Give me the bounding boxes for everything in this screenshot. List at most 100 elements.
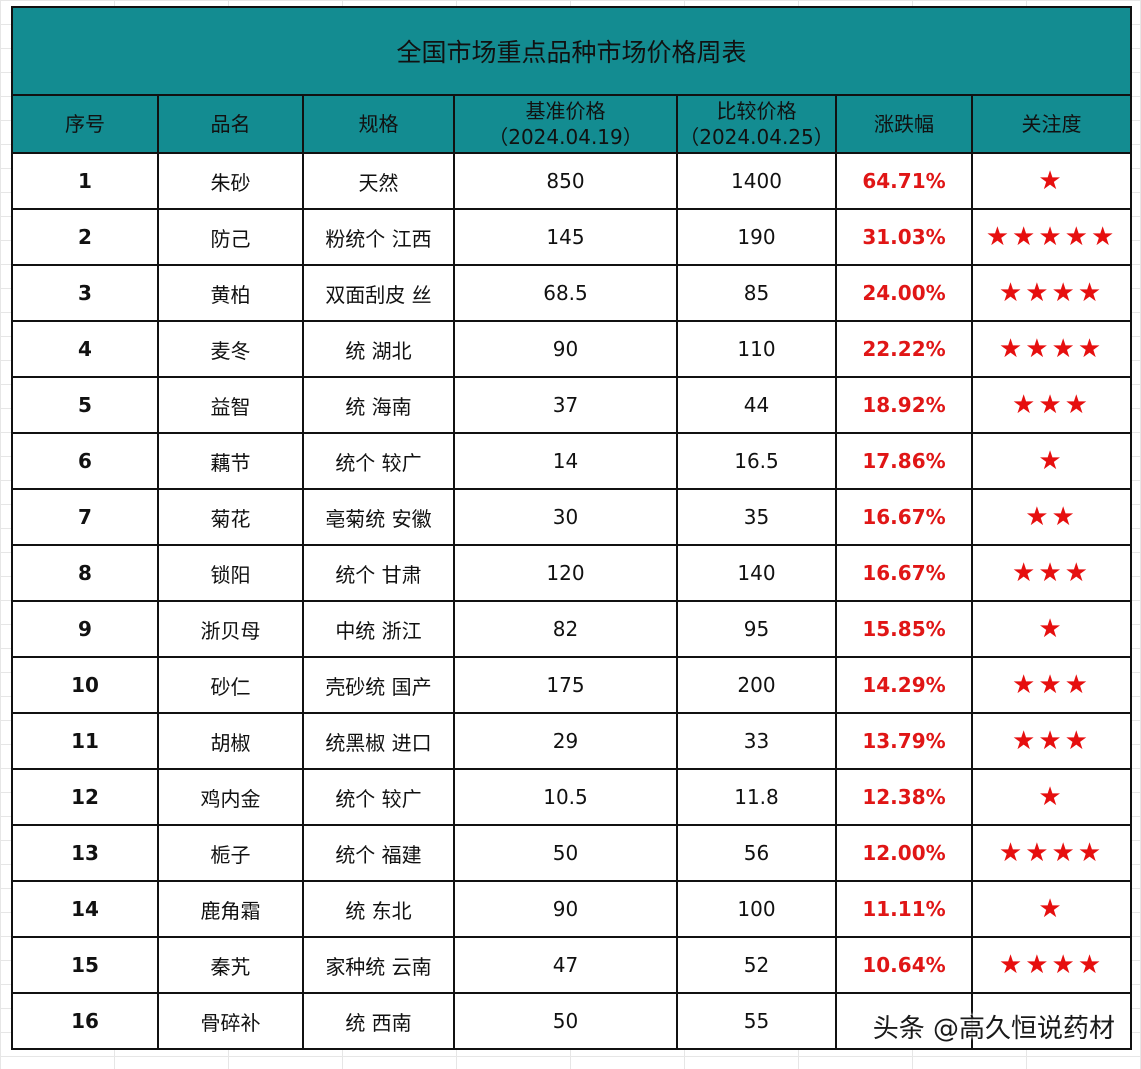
header-compare-date: （2024.04.25）: [679, 125, 834, 149]
row-spec-cell: 统 湖北: [302, 320, 455, 378]
header-base-price-label: 基准价格: [525, 99, 606, 123]
row-spec-cell: 统 海南: [302, 376, 455, 434]
table-row: 10 砂仁 壳砂统 国产 175 200 14.29% ★★★: [11, 656, 1133, 714]
row-spec-cell: 统 西南: [302, 992, 455, 1050]
table-row: 8 锁阳 统个 甘肃 120 140 16.67% ★★★: [11, 544, 1133, 602]
row-base-price-cell: 29: [453, 712, 678, 770]
row-compare-price-cell: 100: [676, 880, 837, 938]
row-spec-cell: 中统 浙江: [302, 600, 455, 658]
row-change-cell: 16.67%: [835, 544, 973, 602]
row-name-cell: 砂仁: [157, 656, 304, 714]
row-attention-stars: ★★★: [970, 712, 1133, 770]
table-row: 1 朱砂 天然 850 1400 64.71% ★: [11, 152, 1133, 210]
header-base-date: （2024.04.19）: [488, 125, 643, 149]
row-index-cell: 9: [11, 600, 159, 658]
row-index-cell: 1: [11, 152, 159, 210]
table-row: 4 麦冬统 湖北 90 110 22.22% ★★★★: [11, 320, 1133, 378]
row-compare-price-cell: 33: [676, 712, 837, 770]
row-compare-price-cell: 55: [676, 992, 837, 1050]
row-spec-cell: 统黑椒 进口: [302, 712, 455, 770]
row-compare-price-cell: 11.8: [676, 768, 837, 826]
row-change-cell: 12.38%: [835, 768, 973, 826]
header-base-price: 基准价格 （2024.04.19）: [453, 94, 678, 154]
table-row: 11 胡椒 统黑椒 进口 29 33 13.79% ★★★: [11, 712, 1133, 770]
row-base-price-cell: 90: [453, 320, 678, 378]
row-compare-price-cell: 56: [676, 824, 837, 882]
table-row: 16 骨碎补统 西南 50 55: [11, 992, 1133, 1050]
row-attention-stars: ★: [970, 768, 1133, 826]
row-attention-stars: ★: [970, 432, 1133, 490]
header-compare-price: 比较价格 （2024.04.25）: [676, 94, 837, 154]
row-compare-price-cell: 95: [676, 600, 837, 658]
row-spec-cell: 统个 福建: [302, 824, 455, 882]
row-attention-stars: ★★★★: [970, 320, 1133, 378]
table-row: 15 秦艽 家种统 云南 47 52 10.64% ★★★★: [11, 936, 1133, 994]
row-change-cell: 14.29%: [835, 656, 973, 714]
row-name-cell: 黄柏: [157, 264, 304, 322]
table-title: 全国市场重点品种市场价格周表: [10, 6, 1133, 96]
row-change-cell: 64.71%: [835, 152, 973, 210]
row-change-cell: 13.79%: [835, 712, 973, 770]
table-row: 3 黄柏 双面刮皮 丝 68.5 85 24.00% ★★★★: [11, 264, 1133, 322]
table-row: 13 栀子 统个 福建 50 56 12.00% ★★★★: [11, 824, 1133, 882]
row-name-cell: 防己: [157, 208, 304, 266]
row-name-cell: 鹿角霜: [157, 880, 304, 938]
price-table: 全国市场重点品种市场价格周表 序号 品名 规格 基准价格 （2024.04.19…: [10, 6, 1133, 1050]
header-index: 序号: [11, 94, 159, 154]
row-spec-cell: 统个 甘肃: [302, 544, 455, 602]
row-compare-price-cell: 35: [676, 488, 837, 546]
row-index-cell: 12: [11, 768, 159, 826]
row-compare-price-cell: 52: [676, 936, 837, 994]
row-name-cell: 鸡内金: [157, 768, 304, 826]
row-change-cell: 10.64%: [835, 936, 973, 994]
row-attention-stars: ★★: [970, 488, 1133, 546]
row-spec-cell: 家种统 云南: [302, 936, 455, 994]
row-change-cell: 15.85%: [835, 600, 973, 658]
row-base-price-cell: 50: [453, 992, 678, 1050]
row-attention-stars: ★: [970, 880, 1133, 938]
row-attention-stars: ★★★★★: [970, 208, 1133, 266]
row-change-cell: 22.22%: [835, 320, 973, 378]
header-compare-price-label: 比较价格: [716, 99, 797, 123]
row-spec-cell: 统 东北: [302, 880, 455, 938]
row-index-cell: 8: [11, 544, 159, 602]
row-base-price-cell: 145: [453, 208, 678, 266]
row-index-cell: 15: [11, 936, 159, 994]
table-row: 2 防己 粉统个 江西 145 190 31.03% ★★★★★: [11, 208, 1133, 266]
row-base-price-cell: 47: [453, 936, 678, 994]
row-spec-cell: 壳砂统 国产: [302, 656, 455, 714]
row-change-cell: 16.67%: [835, 488, 973, 546]
row-name-cell: 秦艽: [157, 936, 304, 994]
row-name-cell: 栀子: [157, 824, 304, 882]
header-change: 涨跌幅: [835, 94, 973, 154]
row-name-cell: 藕节: [157, 432, 304, 490]
row-name-cell: 浙贝母: [157, 600, 304, 658]
row-change-cell: 11.11%: [835, 880, 973, 938]
table-row: 6 藕节 统个 较广 14 16.5 17.86% ★: [11, 432, 1133, 490]
row-index-cell: 13: [11, 824, 159, 882]
row-attention-stars: [970, 992, 1133, 1050]
header-row: 序号 品名 规格 基准价格 （2024.04.19） 比较价格 （2024.04…: [11, 94, 1133, 154]
row-index-cell: 2: [11, 208, 159, 266]
row-change-cell: [835, 992, 973, 1050]
row-spec-cell: 双面刮皮 丝: [302, 264, 455, 322]
watermark: 头条 @高久恒说药材: [872, 1014, 1115, 1044]
row-change-cell: 12.00%: [835, 824, 973, 882]
row-compare-price-cell: 200: [676, 656, 837, 714]
row-base-price-cell: 82: [453, 600, 678, 658]
header-name: 品名: [157, 94, 304, 154]
row-change-cell: 18.92%: [835, 376, 973, 434]
row-index-cell: 5: [11, 376, 159, 434]
row-compare-price-cell: 1400: [676, 152, 837, 210]
row-name-cell: 菊花: [157, 488, 304, 546]
row-base-price-cell: 30: [453, 488, 678, 546]
row-attention-stars: ★★★: [970, 544, 1133, 602]
row-attention-stars: ★: [970, 152, 1133, 210]
row-name-cell: 益智: [157, 376, 304, 434]
row-compare-price-cell: 140: [676, 544, 837, 602]
row-attention-stars: ★★★★: [970, 936, 1133, 994]
row-change-cell: 17.86%: [835, 432, 973, 490]
table-row: 9 浙贝母 中统 浙江 82 95 15.85% ★: [11, 600, 1133, 658]
row-index-cell: 7: [11, 488, 159, 546]
row-attention-stars: ★: [970, 600, 1133, 658]
